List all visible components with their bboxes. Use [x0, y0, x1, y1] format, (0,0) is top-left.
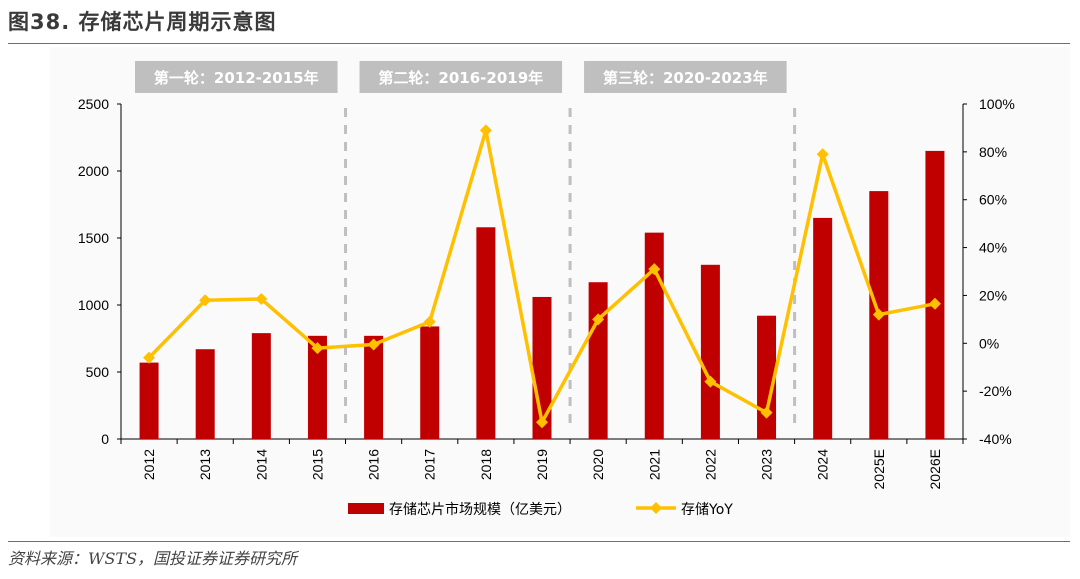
x-tick-label: 2019: [534, 449, 550, 480]
bar-2017: [420, 326, 440, 439]
x-tick-label: 2014: [253, 449, 269, 480]
bar-2016: [364, 335, 384, 439]
yoy-point-2013: [199, 294, 212, 307]
period-label-text: 第一轮：2012-2015年: [154, 69, 319, 87]
right-y-tick-label: -40%: [979, 431, 1012, 447]
left-y-tick-label: 2000: [78, 163, 109, 179]
period-label-box: [359, 61, 563, 93]
x-tick-label: 2020: [590, 449, 606, 480]
yoy-point-2020: [592, 313, 605, 326]
bar-2012: [139, 362, 159, 439]
bar-2013: [195, 349, 215, 439]
period-label-1: 第一轮：2012-2015年: [135, 61, 338, 93]
left-y-tick-label: 1500: [78, 230, 109, 246]
period-label-text: 第二轮：2016-2019年: [378, 69, 543, 87]
source-note: 资料来源：WSTS，国投证券证券研究所: [8, 549, 298, 568]
legend-item-bar: 存储芯片市场规模（亿美元）: [348, 501, 571, 518]
period-labels: 第一轮：2012-2015年 第二轮：2016-2019年 第三轮：2020-202…: [135, 61, 787, 93]
right-y-tick-label: 0%: [979, 335, 999, 351]
right-y-tick-label: 60%: [979, 192, 1007, 208]
left-y-tick-label: 2500: [78, 96, 109, 112]
x-tick-label: 2012: [141, 449, 157, 480]
bar-2021: [644, 232, 664, 439]
yoy-point-2024: [816, 148, 829, 161]
yoy-point-2015: [311, 342, 324, 355]
x-tick-label: 2026E: [927, 449, 943, 489]
period-label-text: 第三轮：2020-2023年: [603, 69, 768, 87]
yoy-point-2022: [704, 375, 717, 388]
bar-2020: [588, 282, 608, 439]
left-y-tick-label: 500: [86, 364, 110, 380]
bar-2015: [307, 335, 327, 439]
right-y-tick-label: 100%: [979, 96, 1015, 112]
legend-bar-swatch: [348, 503, 384, 514]
period-label-2: 第二轮：2016-2019年: [359, 61, 563, 93]
source-divider: [8, 541, 1070, 542]
yoy-point-2012: [143, 351, 156, 364]
right-y-tick-label: 40%: [979, 240, 1007, 256]
x-tick-label: 2023: [759, 449, 775, 480]
chart-panel: [50, 47, 1070, 537]
page-title: 图38. 存储芯片周期示意图: [8, 10, 277, 34]
bar-2026E: [925, 150, 945, 439]
x-tick-label: 2013: [197, 449, 213, 480]
x-tick-label: 2015: [309, 449, 325, 480]
yoy-point-2021: [648, 263, 661, 276]
bar-2014: [251, 333, 271, 439]
yoy-line-series: [143, 124, 941, 429]
x-tick-label: 2024: [815, 449, 831, 480]
legend-item-line: 存储YoY: [636, 502, 733, 518]
x-tick-label: 2016: [366, 449, 382, 480]
x-tick-label: 2025E: [871, 449, 887, 489]
yoy-point-2023: [760, 406, 773, 419]
title-divider: [8, 43, 1070, 44]
yoy-point-2026E: [928, 297, 941, 310]
bar-2022: [700, 264, 720, 439]
bar-2024: [813, 217, 833, 439]
x-tick-label: 2017: [422, 449, 438, 480]
legend-line-label: 存储YoY: [681, 502, 733, 518]
cycle-dividers: [344, 108, 797, 426]
legend-bar-label: 存储芯片市场规模（亿美元）: [389, 501, 571, 518]
legend-line-marker: [650, 502, 662, 514]
yoy-point-2014: [255, 293, 268, 306]
period-label-box: [135, 61, 338, 93]
x-tick-label: 2022: [702, 449, 718, 480]
yoy-point-2019: [536, 416, 548, 429]
chart-legend: 存储芯片市场规模（亿美元） 存储YoY: [348, 501, 733, 518]
right-y-tick-label: -20%: [979, 383, 1012, 399]
left-y-tick-label: 1000: [78, 297, 109, 313]
yoy-point-2016: [367, 338, 380, 351]
right-y-tick-label: 20%: [979, 287, 1007, 303]
period-label-3: 第三轮：2020-2023年: [584, 61, 787, 93]
yoy-point-2017: [423, 315, 436, 328]
x-tick-label: 2021: [646, 449, 662, 480]
x-tick-label: 2018: [478, 449, 494, 480]
right-y-tick-label: 80%: [979, 144, 1007, 160]
bar-series: [139, 150, 945, 439]
x-tick-labels: 2012 2013 2014 2015 2016 2017 2018 2019 2020 2021…: [141, 449, 943, 490]
bar-2018: [476, 227, 496, 439]
period-label-box: [584, 61, 787, 93]
yoy-point-2025E: [872, 308, 885, 321]
yoy-point-2018: [479, 124, 492, 137]
left-y-tick-label: 0: [101, 431, 109, 447]
